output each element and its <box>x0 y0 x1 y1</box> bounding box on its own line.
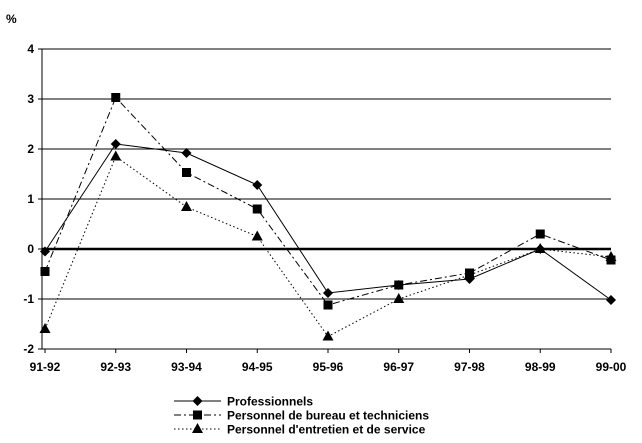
data-point <box>39 323 51 333</box>
data-point <box>252 180 263 190</box>
legend-item: Personnel d'entretien et de service <box>174 423 426 437</box>
legend-marker <box>193 410 202 420</box>
legend-item: Personnel de bureau et techniciens <box>174 409 429 423</box>
series-2 <box>40 93 616 310</box>
x-tick-label: 92-93 <box>100 360 131 374</box>
x-tick-labels: 91-92 92-93 93-94 94-95 95-96 96-97 97-98 98-99… <box>30 360 627 374</box>
data-point <box>181 201 192 211</box>
x-tick-label: 94-95 <box>242 360 273 374</box>
x-tick-label: 99-00 <box>596 360 627 374</box>
data-point <box>111 93 121 102</box>
y-axis-label: % <box>6 12 17 26</box>
data-point <box>181 148 192 158</box>
y-tick-label: 1 <box>27 192 34 206</box>
x-tick-label: 95-96 <box>313 360 344 374</box>
series-line <box>44 143 612 301</box>
axes <box>38 48 612 353</box>
y-tick-label: 0 <box>27 242 34 256</box>
y-tick-label: 4 <box>27 42 34 56</box>
data-point <box>251 230 263 241</box>
legend-marker <box>192 423 203 433</box>
x-tick-label: 98-99 <box>525 360 556 374</box>
data-point <box>534 243 546 253</box>
data-point <box>606 295 616 305</box>
data-point <box>393 293 405 303</box>
x-tick-label: 97-98 <box>454 360 485 374</box>
data-point <box>535 229 545 239</box>
gridlines <box>42 48 611 350</box>
data-point <box>110 150 122 161</box>
data-point <box>110 139 121 149</box>
series-3 <box>39 150 617 341</box>
series-group <box>39 93 617 341</box>
x-tick-label: 91-92 <box>30 360 61 374</box>
data-point <box>464 269 475 279</box>
data-point <box>323 288 333 298</box>
series-1 <box>40 139 616 305</box>
y-tick-label: 3 <box>27 92 34 106</box>
data-point <box>40 246 50 257</box>
data-point <box>182 168 191 177</box>
series-line <box>44 96 612 306</box>
legend-label: Personnel de bureau et techniciens <box>227 409 429 423</box>
x-tick-label: 93-94 <box>171 360 202 374</box>
data-point <box>394 280 404 290</box>
y-tick-label: 2 <box>27 142 34 156</box>
legend-label: Personnel d'entretien et de service <box>227 423 426 437</box>
data-point <box>323 300 333 310</box>
legend-item: Professionnels <box>174 395 313 409</box>
data-point <box>40 267 50 276</box>
y-tick-label: -1 <box>23 292 34 306</box>
y-tick-labels: -2 -1 0 1 2 3 4 <box>23 42 34 356</box>
data-point <box>252 204 262 214</box>
legend-label: Professionnels <box>227 395 313 409</box>
data-point <box>322 330 334 341</box>
y-tick-label: -2 <box>23 342 34 356</box>
legend-marker <box>192 396 203 406</box>
x-tick-label: 96-97 <box>383 360 414 374</box>
data-point <box>605 251 617 261</box>
